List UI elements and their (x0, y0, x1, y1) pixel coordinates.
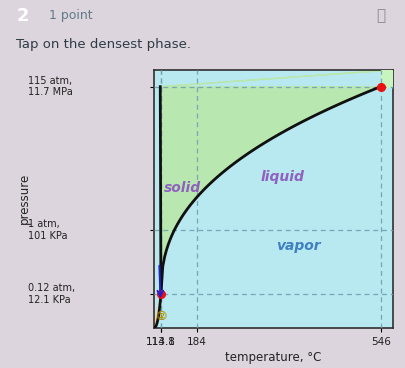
Polygon shape (160, 70, 393, 294)
Text: 1 point: 1 point (49, 9, 92, 22)
Text: ①: ① (156, 309, 166, 323)
Text: 🖈: 🖈 (376, 8, 385, 23)
Text: Tap on the densest phase.: Tap on the densest phase. (16, 38, 191, 51)
Text: ②: ② (156, 309, 166, 323)
X-axis label: temperature, °C: temperature, °C (225, 351, 322, 364)
Text: liquid: liquid (261, 170, 305, 184)
Text: solid: solid (164, 181, 201, 195)
Polygon shape (381, 70, 393, 86)
Polygon shape (154, 70, 161, 328)
Text: 1 atm,
101 KPa: 1 atm, 101 KPa (28, 219, 68, 241)
Text: pressure: pressure (18, 173, 31, 224)
Text: 0.12 atm,
12.1 KPa: 0.12 atm, 12.1 KPa (28, 283, 75, 305)
Text: vapor: vapor (276, 239, 320, 253)
Text: 2: 2 (17, 7, 30, 25)
Text: 115 atm,
11.7 MPa: 115 atm, 11.7 MPa (28, 76, 73, 98)
